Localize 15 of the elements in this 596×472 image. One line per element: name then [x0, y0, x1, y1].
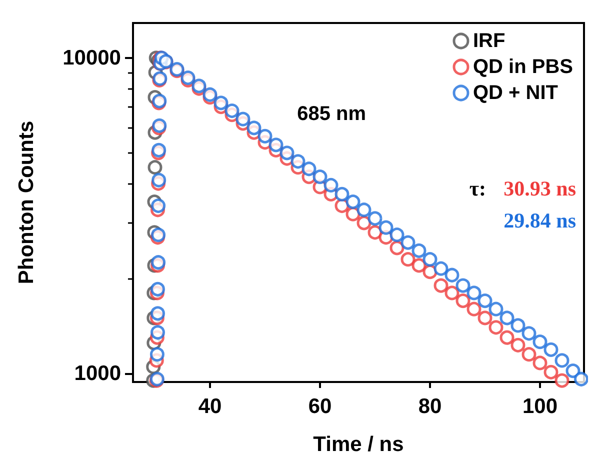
- legend-label: IRF: [472, 30, 506, 52]
- annotation: 29.84 ns: [504, 208, 576, 232]
- annotation: 30.93 ns: [504, 176, 576, 200]
- y-axis-title: Phonton Counts: [15, 120, 38, 284]
- legend-label: QD + NIT: [472, 82, 558, 104]
- annotation: τ:: [469, 176, 486, 200]
- y-tick-label: 10000: [62, 46, 121, 70]
- annotation: 685 nm: [297, 103, 366, 125]
- x-tick-label: 60: [308, 395, 332, 418]
- x-axis-title: Time / ns: [313, 433, 404, 456]
- x-tick-label: 100: [522, 395, 558, 418]
- legend-label: QD in PBS: [472, 56, 574, 78]
- x-tick-label: 80: [418, 395, 442, 418]
- y-tick-label: 1000: [74, 362, 121, 386]
- x-tick-label: 40: [198, 395, 222, 418]
